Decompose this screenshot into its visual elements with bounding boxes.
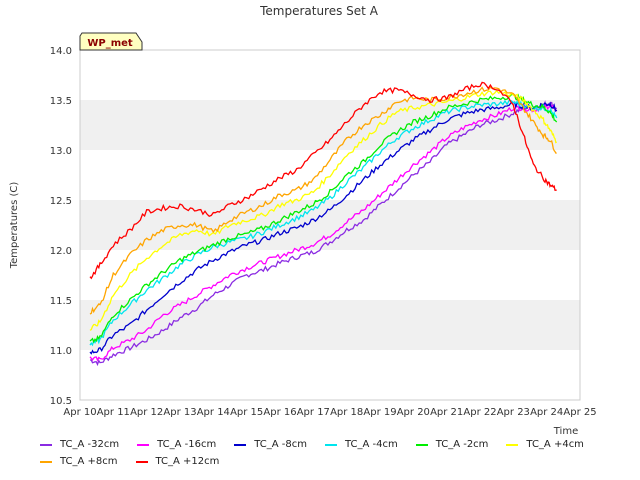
legend-item: TC_A -32cm: [40, 439, 119, 450]
y-axis-label: Temperatures (C): [9, 182, 20, 270]
wp-met-badge: WP_met: [79, 32, 143, 51]
series-line: [89, 81, 557, 280]
x-tick-label: Apr 21: [430, 407, 463, 418]
legend-swatch: [40, 443, 52, 446]
legend-item: TC_A +4cm: [506, 439, 584, 450]
x-tick-label: Apr 22: [463, 407, 496, 418]
legend-label: TC_A +8cm: [60, 456, 118, 467]
series-lines: [89, 81, 558, 367]
legend-label: TC_A -8cm: [254, 439, 307, 450]
x-tick-label: Apr 13: [163, 407, 196, 418]
x-tick-label: Apr 23: [497, 407, 530, 418]
y-tick-label: 11.5: [50, 296, 72, 307]
legend-label: TC_A -2cm: [435, 439, 489, 450]
legend-row: TC_A -32cm TC_A -16cm TC_A -8cm TC_A -4cm TC…: [40, 436, 640, 453]
y-tick-label: 14.0: [50, 46, 72, 57]
legend-label: TC_A -32cm: [60, 439, 120, 450]
legend-swatch: [234, 443, 247, 446]
grid-band: [80, 300, 580, 350]
plot-area-border: [79, 49, 581, 401]
x-tick-label: Apr 18: [330, 407, 363, 418]
x-axis-label: Time: [553, 426, 578, 437]
legend-swatch: [137, 443, 150, 446]
legend-swatch: [40, 460, 52, 463]
x-axis-ticks: Apr 10 Apr 11 Apr 12 Apr 13 Apr 14 Apr 15 Apr …: [63, 407, 596, 418]
legend-item: TC_A -4cm: [324, 439, 398, 450]
y-tick-label: 13.5: [50, 96, 72, 107]
legend-item: TC_A -2cm: [415, 439, 489, 450]
x-tick-label: Apr 20: [397, 407, 430, 418]
x-tick-label: Apr 17: [297, 407, 330, 418]
chart-legend: TC_A -32cm TC_A -16cm TC_A -8cm TC_A -4cm TC…: [40, 436, 640, 470]
badge-shape: [79, 32, 143, 51]
x-tick-label: Apr 24: [530, 407, 563, 418]
badge-label: WP_met: [87, 38, 133, 49]
legend-item: TC_A -16cm: [137, 439, 216, 450]
y-tick-label: 12.0: [50, 246, 72, 257]
grid-band: [80, 350, 580, 400]
y-tick-label: 10.5: [50, 396, 72, 407]
legend-row: TC_A +8cm TC_A +12cm: [40, 453, 640, 470]
chart-title: Temperatures Set A: [259, 4, 379, 18]
x-tick-label: Apr 10: [63, 407, 96, 418]
legend-item: TC_A +12cm: [135, 456, 220, 467]
x-tick-label: Apr 25: [563, 407, 596, 418]
series-line: [89, 103, 558, 362]
legend-label: TC_A -16cm: [157, 439, 217, 450]
legend-swatch: [506, 443, 519, 446]
legend-label: TC_A +12cm: [155, 456, 220, 467]
y-tick-label: 12.5: [50, 196, 72, 207]
grid-bands: [80, 50, 580, 400]
legend-item: TC_A -8cm: [234, 439, 307, 450]
y-tick-label: 13.0: [50, 146, 72, 157]
series-line: [89, 101, 558, 355]
legend-label: TC_A -4cm: [344, 439, 398, 450]
series-line: [89, 100, 558, 367]
legend-swatch: [135, 460, 148, 463]
legend-label: TC_A +4cm: [526, 439, 584, 450]
legend-swatch: [415, 443, 428, 446]
x-tick-label: Apr 12: [130, 407, 163, 418]
series-line: [89, 86, 557, 315]
x-tick-label: Apr 14: [197, 407, 230, 418]
x-tick-label: Apr 11: [97, 407, 130, 418]
series-line: [89, 89, 558, 331]
y-tick-label: 11.0: [50, 346, 72, 357]
x-tick-label: Apr 15: [230, 407, 263, 418]
grid-band: [80, 150, 580, 200]
grid-band: [80, 250, 580, 300]
series-line: [89, 93, 558, 344]
legend-item: TC_A +8cm: [40, 456, 118, 467]
x-tick-label: Apr 16: [263, 407, 296, 418]
x-tick-label: Apr 19: [363, 407, 396, 418]
y-axis-ticks: 10.5 11.0 11.5 12.0 12.5 13.0 13.5 14.0: [50, 46, 72, 407]
legend-swatch: [324, 443, 337, 446]
grid-band: [80, 100, 580, 150]
